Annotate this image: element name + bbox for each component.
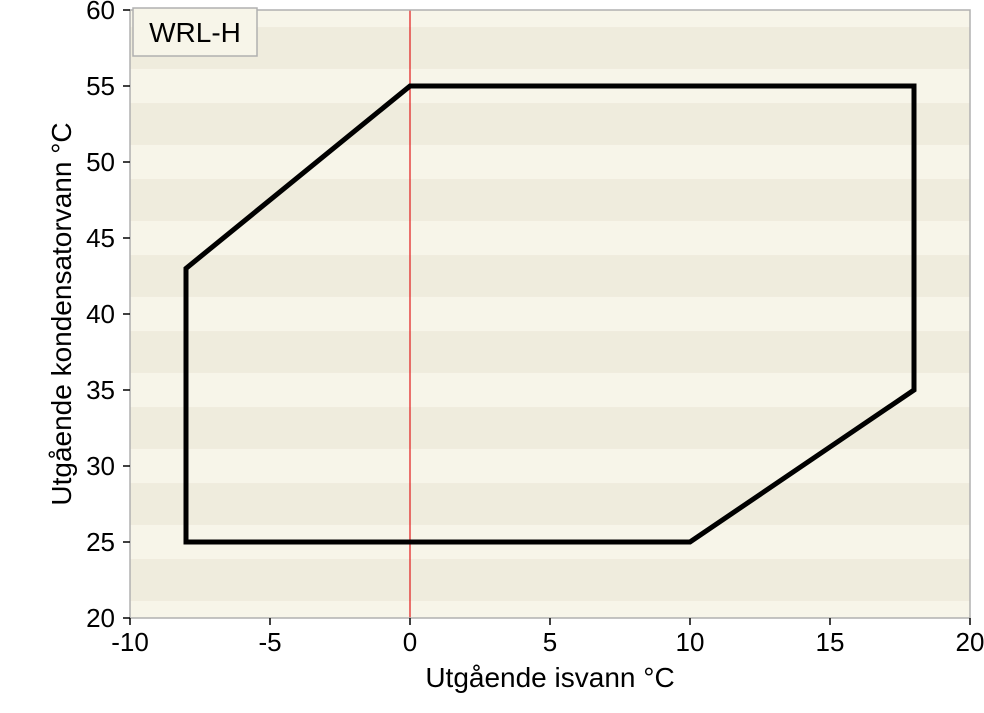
y-tick-label: 20 (86, 603, 115, 633)
y-tick-label: 55 (86, 71, 115, 101)
x-axis-label: Utgående isvann °C (425, 662, 674, 693)
envelope-chart: -10 -5 0 5 10 15 20 Utgående isvann °C 20 25 30 35 4… (0, 0, 984, 713)
x-tick-label: 10 (676, 627, 705, 657)
x-tick-label: -5 (258, 627, 281, 657)
legend: WRL-H (133, 8, 257, 56)
x-tick-label: 15 (816, 627, 845, 657)
legend-label: WRL-H (149, 17, 241, 48)
x-tick-label: 5 (543, 627, 557, 657)
y-tick-label: 35 (86, 375, 115, 405)
y-tick-label: 25 (86, 527, 115, 557)
x-tick-label: -10 (111, 627, 149, 657)
x-axis: -10 -5 0 5 10 15 20 Utgående isvann °C (111, 618, 984, 693)
chart-container: -10 -5 0 5 10 15 20 Utgående isvann °C 20 25 30 35 4… (0, 0, 984, 713)
y-tick-label: 60 (86, 0, 115, 25)
y-axis-label: Utgående kondensatorvann °C (46, 122, 77, 505)
x-tick-label: 20 (956, 627, 984, 657)
y-tick-label: 40 (86, 299, 115, 329)
x-tick-label: 0 (403, 627, 417, 657)
y-tick-label: 45 (86, 223, 115, 253)
y-axis: 20 25 30 35 40 45 50 55 60 Utgående kondensatorva… (46, 0, 130, 633)
plot-background (130, 10, 970, 618)
y-tick-label: 50 (86, 147, 115, 177)
y-tick-label: 30 (86, 451, 115, 481)
